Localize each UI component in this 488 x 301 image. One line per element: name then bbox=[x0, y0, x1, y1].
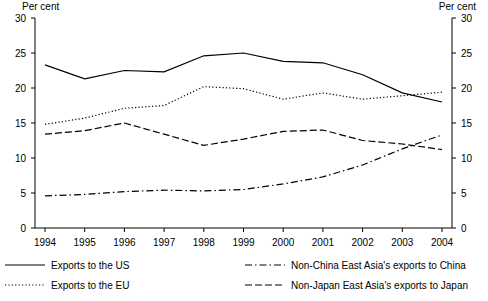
x-tick bbox=[203, 228, 204, 232]
x-tick bbox=[45, 228, 46, 232]
x-tick bbox=[283, 228, 284, 232]
y2-tick-label: 30 bbox=[461, 13, 473, 24]
legend-swatch bbox=[5, 264, 45, 265]
y2-tick bbox=[452, 53, 456, 54]
y-tick-label: 30 bbox=[15, 13, 27, 24]
series-line bbox=[45, 53, 442, 102]
x-tick-label: 2002 bbox=[351, 237, 374, 248]
x-tick-label: 1996 bbox=[113, 237, 136, 248]
y2-tick-label: 5 bbox=[461, 188, 467, 199]
x-tick bbox=[243, 228, 244, 232]
legend-label: Non-Japan East Asia's exports to Japan bbox=[291, 280, 468, 291]
y-tick bbox=[31, 18, 35, 19]
y-tick bbox=[31, 123, 35, 124]
x-tick bbox=[362, 228, 363, 232]
x-tick-label: 2000 bbox=[272, 237, 295, 248]
x-tick bbox=[124, 228, 125, 232]
legend-swatch bbox=[245, 284, 285, 285]
y-tick-label: 5 bbox=[20, 188, 26, 199]
x-tick bbox=[84, 228, 85, 232]
y2-tick bbox=[452, 88, 456, 89]
y-tick bbox=[31, 88, 35, 89]
y2-tick-label: 25 bbox=[461, 48, 473, 59]
y-tick bbox=[31, 53, 35, 54]
x-tick-label: 2004 bbox=[431, 237, 454, 248]
x-tick-label: 2003 bbox=[391, 237, 414, 248]
legend-swatch bbox=[5, 284, 45, 285]
series-line bbox=[45, 87, 442, 125]
series-line bbox=[45, 135, 442, 196]
y2-tick-label: 20 bbox=[461, 83, 473, 94]
x-tick bbox=[402, 228, 403, 232]
chart: 051015202530051015202530Per centPer cent… bbox=[0, 0, 488, 301]
y-axis-title: Per cent bbox=[22, 1, 59, 12]
legend-label: Exports to the EU bbox=[51, 280, 129, 291]
legend-label: Exports to the US bbox=[51, 260, 130, 271]
y2-tick bbox=[452, 18, 456, 19]
y-tick bbox=[31, 193, 35, 194]
legend-label: Non-China East Asia's exports to China bbox=[291, 260, 466, 271]
y-tick-label: 20 bbox=[15, 83, 27, 94]
y-tick-label: 10 bbox=[15, 153, 27, 164]
y2-tick-label: 0 bbox=[461, 223, 467, 234]
x-tick-label: 1999 bbox=[232, 237, 255, 248]
y2-tick bbox=[452, 123, 456, 124]
legend-swatch bbox=[245, 264, 285, 265]
y2-axis-title: Per cent bbox=[439, 1, 476, 12]
x-tick-label: 1998 bbox=[193, 237, 216, 248]
x-tick-label: 1997 bbox=[153, 237, 176, 248]
y-tick-label: 15 bbox=[15, 118, 27, 129]
plot-area bbox=[45, 53, 442, 196]
x-tick bbox=[442, 228, 443, 232]
y2-tick bbox=[452, 158, 456, 159]
y-tick-label: 25 bbox=[15, 48, 27, 59]
y2-tick-label: 10 bbox=[461, 153, 473, 164]
y-tick bbox=[31, 228, 35, 229]
x-tick-label: 1994 bbox=[34, 237, 57, 248]
y-tick-label: 0 bbox=[20, 223, 26, 234]
x-tick-label: 2001 bbox=[312, 237, 335, 248]
y2-tick bbox=[452, 228, 456, 229]
x-tick bbox=[322, 228, 323, 232]
y2-tick-label: 15 bbox=[461, 118, 473, 129]
x-tick bbox=[164, 228, 165, 232]
y2-tick bbox=[452, 193, 456, 194]
series-line bbox=[45, 123, 442, 150]
x-tick-label: 1995 bbox=[74, 237, 97, 248]
y-tick bbox=[31, 158, 35, 159]
